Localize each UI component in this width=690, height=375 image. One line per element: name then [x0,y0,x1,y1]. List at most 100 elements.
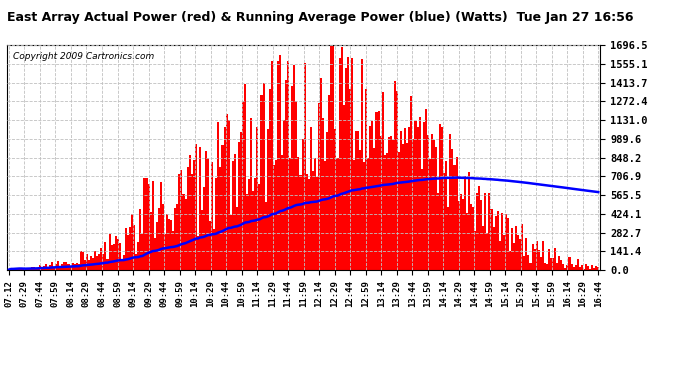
Bar [232,161,234,270]
Bar [270,61,273,270]
Bar [486,233,489,270]
Bar [295,101,297,270]
Bar [501,213,503,270]
Bar [28,268,30,270]
Bar [68,264,70,270]
Bar [394,81,396,270]
Bar [482,225,484,270]
Bar [439,123,441,270]
Bar [10,268,12,270]
Bar [236,207,238,270]
Bar [275,160,277,270]
Bar [503,235,505,270]
Bar [515,226,517,270]
Bar [359,150,361,270]
Bar [400,132,402,270]
Bar [322,118,324,270]
Bar [468,171,470,270]
Bar [217,122,219,270]
Bar [211,162,213,270]
Bar [268,88,270,270]
Bar [238,142,240,270]
Bar [591,265,593,270]
Bar [404,128,406,270]
Bar [94,251,96,270]
Bar [382,92,384,270]
Bar [250,118,253,270]
Bar [168,219,170,270]
Bar [158,208,160,270]
Bar [509,251,511,270]
Bar [552,258,554,270]
Bar [478,186,480,270]
Bar [16,268,18,270]
Bar [320,78,322,270]
Bar [357,131,359,270]
Bar [78,264,80,270]
Bar [445,161,447,270]
Bar [453,165,455,270]
Bar [525,238,527,270]
Bar [396,90,398,270]
Bar [144,178,146,270]
Bar [351,58,353,270]
Bar [152,181,154,270]
Bar [240,132,242,270]
Bar [533,249,535,270]
Bar [585,264,587,270]
Bar [480,200,482,270]
Bar [316,177,318,270]
Bar [546,264,548,270]
Bar [213,229,215,270]
Bar [53,267,55,270]
Bar [554,248,556,270]
Bar [593,268,595,270]
Bar [491,209,493,270]
Bar [162,204,164,270]
Bar [542,242,544,270]
Bar [375,112,377,270]
Bar [566,266,569,270]
Bar [587,267,589,270]
Bar [476,193,478,270]
Bar [160,182,162,270]
Bar [521,224,523,270]
Bar [24,269,26,270]
Bar [221,145,224,270]
Bar [108,234,110,270]
Bar [326,132,328,270]
Bar [341,47,343,270]
Bar [331,45,333,270]
Bar [441,127,443,270]
Bar [285,80,287,270]
Bar [497,211,499,270]
Bar [84,260,86,270]
Bar [14,268,16,270]
Bar [575,266,577,270]
Bar [131,214,133,270]
Bar [550,258,552,270]
Bar [215,178,217,270]
Bar [104,242,106,270]
Bar [380,136,382,270]
Bar [589,269,591,270]
Bar [499,241,501,270]
Bar [224,128,226,270]
Bar [306,174,308,270]
Bar [234,154,236,270]
Bar [583,268,585,270]
Bar [20,268,22,270]
Bar [598,267,600,270]
Bar [12,269,14,270]
Bar [429,159,431,270]
Bar [148,184,150,270]
Bar [484,193,486,270]
Bar [460,194,462,270]
Bar [255,178,257,270]
Bar [264,202,266,270]
Bar [279,55,281,270]
Bar [123,255,125,270]
Bar [455,157,457,270]
Bar [324,160,326,270]
Bar [390,135,392,270]
